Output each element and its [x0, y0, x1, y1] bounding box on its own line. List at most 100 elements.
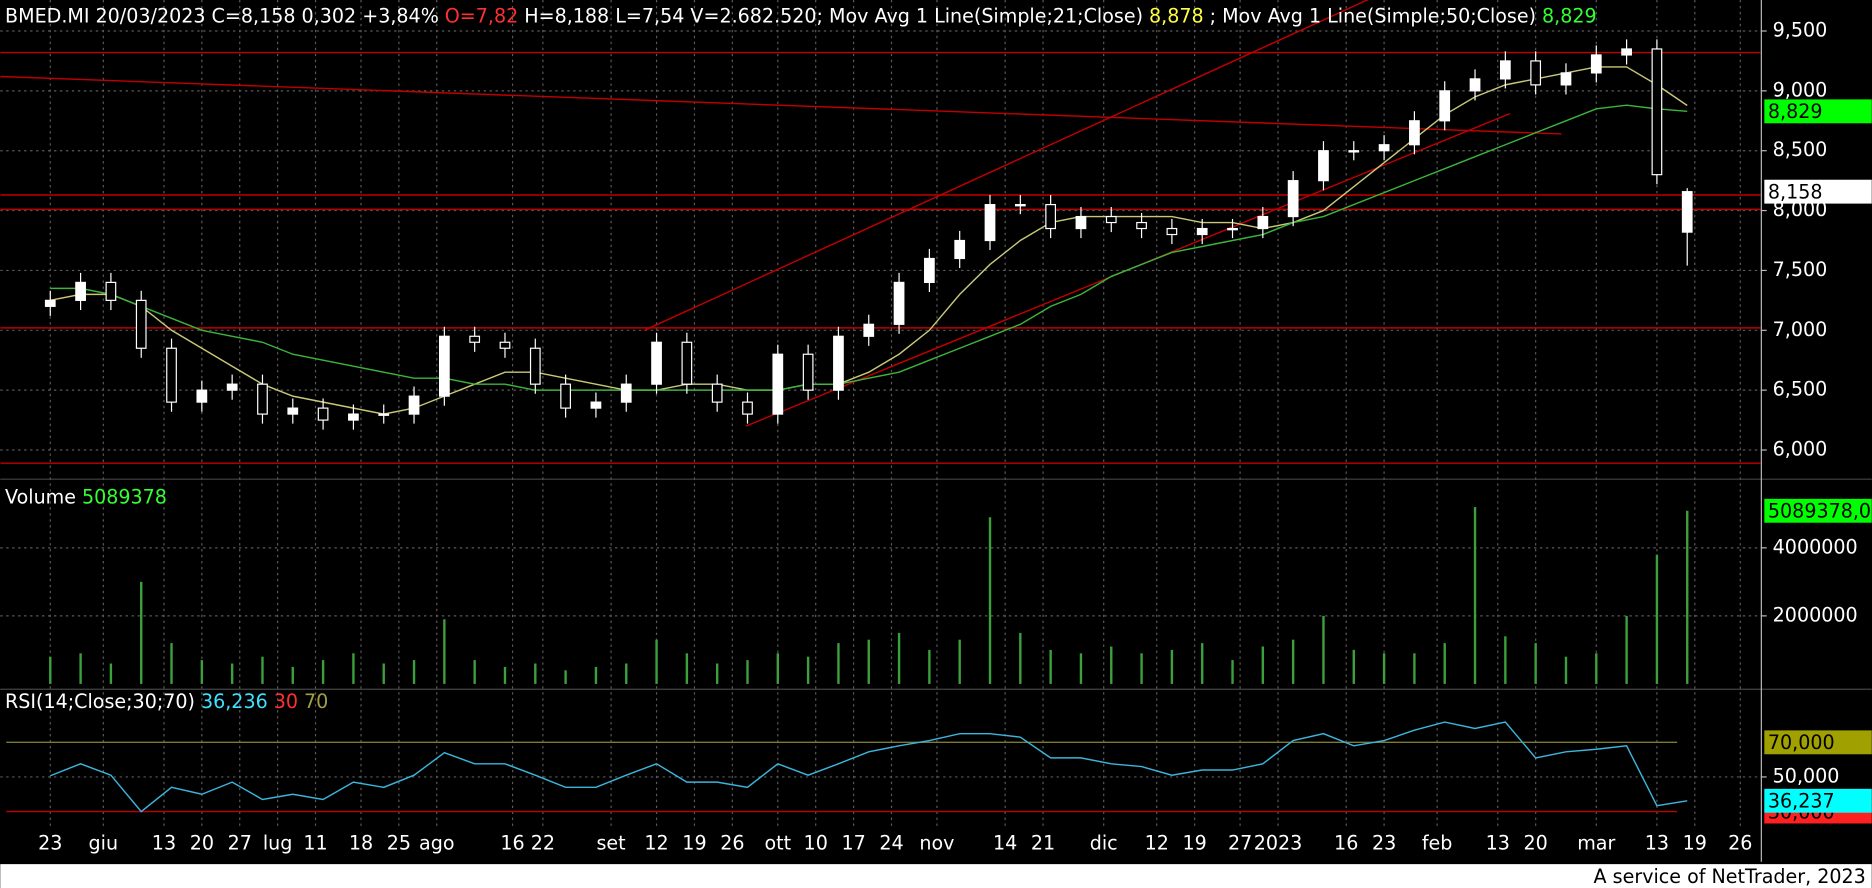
x-tick-label: giu [89, 831, 119, 854]
candle-body [1075, 215, 1087, 230]
candle-body [984, 203, 996, 242]
header-item: 30 [274, 689, 298, 712]
volume-bar [473, 660, 476, 684]
volume-bar [988, 517, 992, 684]
volume-bar [1595, 653, 1598, 684]
volume-bar [746, 660, 749, 684]
candle-body [196, 389, 208, 403]
candle-body [257, 383, 268, 415]
value-box-label: 8,829 [1768, 100, 1823, 123]
volume-bar [1110, 646, 1113, 684]
volume-bar [1261, 646, 1265, 684]
x-tick-label: 17 [841, 831, 865, 854]
y-tick-label: 4000000 [1773, 535, 1858, 558]
volume-bar [1504, 636, 1507, 684]
y-tick-label: 7,500 [1773, 258, 1828, 281]
volume-bar [443, 619, 446, 684]
volume-bar [1382, 653, 1386, 684]
x-tick-label: 26 [1728, 831, 1752, 854]
candle-body [1196, 227, 1208, 236]
y-tick-label: 6,000 [1773, 438, 1828, 461]
candle-body [1621, 48, 1632, 56]
trend-line [0, 75, 1562, 135]
volume-bar [230, 663, 234, 684]
volume-bar [109, 663, 113, 684]
volume-bar [806, 656, 810, 684]
header-item: ; Mov Avg 1 Line(Simple;50;Close) [1210, 4, 1536, 27]
price-panel [0, 0, 1761, 464]
volume-bar [867, 639, 870, 684]
volume-bar [412, 660, 416, 684]
candle-body [1590, 54, 1602, 74]
moving-average [50, 104, 1688, 391]
trend-line [644, 0, 1369, 331]
x-tick-label: 23 [1372, 831, 1396, 854]
x-tick-label: 16 [500, 831, 524, 854]
volume-bar [564, 670, 567, 684]
candle-body [1348, 150, 1360, 153]
volume-bar [958, 639, 961, 684]
header-item: O=7,82 [445, 4, 518, 27]
x-tick-label: mar [1577, 831, 1615, 854]
volume-bar [382, 663, 385, 684]
volume-bar [1201, 643, 1204, 684]
candle-body [75, 281, 86, 301]
header-item: RSI(14;Close;30;70) [5, 689, 195, 712]
candle-body [742, 401, 753, 415]
candle-body [378, 413, 390, 416]
x-tick-label: 13 [1645, 831, 1669, 854]
volume-bar [1655, 554, 1659, 684]
volume-bar [594, 666, 598, 684]
candle-body [166, 347, 177, 403]
candle-body [681, 341, 693, 385]
x-tick-label: 25 [387, 831, 411, 854]
volume-bar [1473, 507, 1477, 684]
candle-body [105, 281, 117, 301]
footer: A service of NetTrader, 2023 [1594, 865, 1866, 888]
header-item: 70 [304, 689, 328, 712]
candle-body [1378, 144, 1390, 152]
x-tick-label: ott [764, 831, 791, 854]
volume-bar [291, 666, 294, 684]
x-tick-label: 23 [38, 831, 62, 854]
volume-bar [534, 663, 537, 684]
candle-body [954, 239, 966, 260]
x-tick-label: 16 [1334, 831, 1358, 854]
volume-bar [49, 656, 52, 684]
candle-body [135, 299, 147, 349]
rsi-panel [6, 721, 1688, 813]
volume-bar [1079, 653, 1083, 684]
candle-body [1136, 221, 1147, 230]
x-tick-label: 10 [804, 831, 828, 854]
candle-body [863, 323, 875, 337]
volume-bar [200, 660, 204, 684]
header-item: 8,878 [1149, 4, 1204, 27]
volume-bar [170, 643, 173, 684]
volume-bar [352, 653, 355, 684]
value-box [1764, 730, 1872, 755]
volume-bar [928, 649, 931, 684]
candle-body [44, 299, 56, 307]
candle-body [833, 335, 844, 391]
y-tick-label: 7,000 [1773, 318, 1828, 341]
volume-bar [655, 639, 658, 684]
volume-bar [1443, 643, 1446, 684]
value-box-label: 70,000 [1768, 731, 1835, 754]
candle-body [1409, 120, 1420, 146]
x-tick-label: 12 [1145, 831, 1169, 854]
candle-body [1560, 72, 1572, 86]
labels: BMED.MI 20/03/2023 C=8,158 0,302 +3,84% O… [5, 4, 1872, 854]
rsi-line [50, 721, 1688, 813]
candle-body [1014, 203, 1026, 207]
candle-body [1227, 227, 1238, 231]
volume-bar [1140, 653, 1143, 684]
x-tick-label: 24 [879, 831, 903, 854]
y-tick-label: 50,000 [1773, 764, 1840, 787]
grid [0, 0, 1761, 826]
x-tick-label: 12 [644, 831, 668, 854]
volume-bar [837, 643, 840, 684]
candle-body [499, 341, 511, 349]
